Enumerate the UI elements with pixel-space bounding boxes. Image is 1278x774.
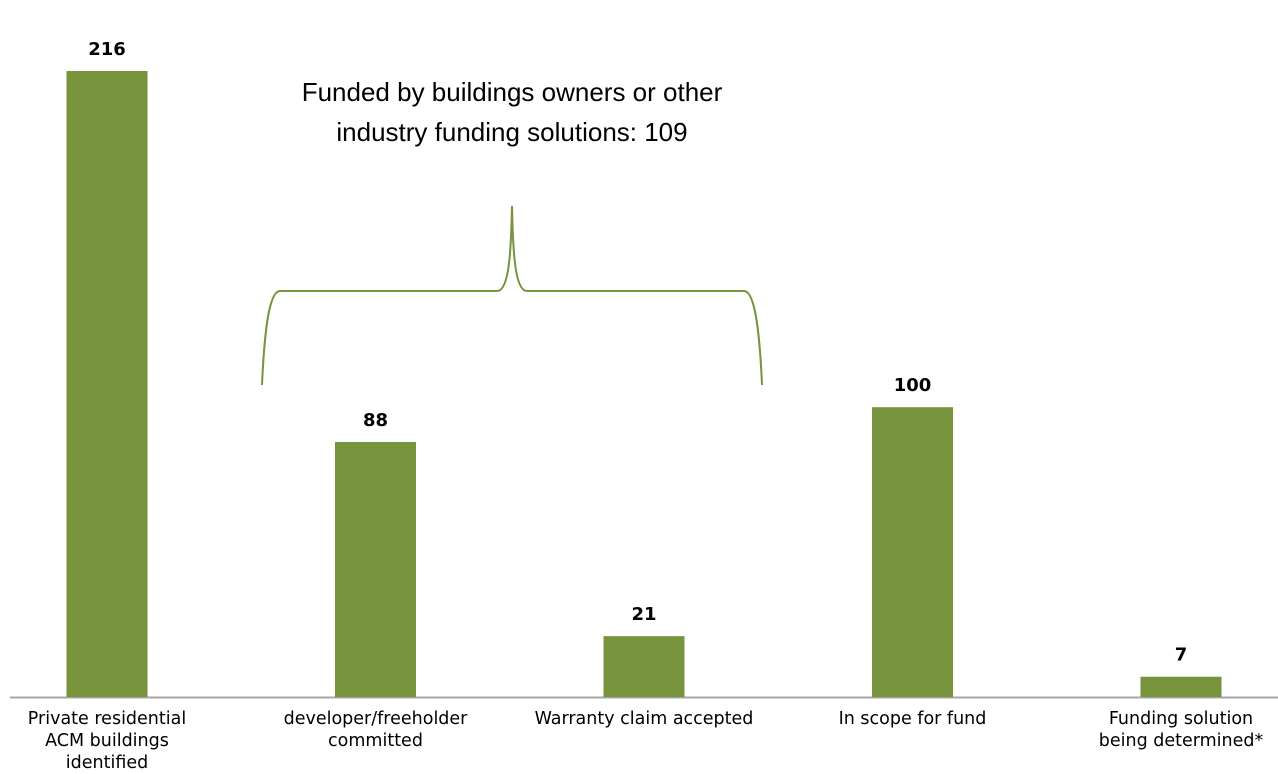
x-tick-label: Warranty claim accepted — [534, 709, 754, 729]
bar — [1140, 676, 1222, 697]
value-label: 21 — [631, 604, 656, 625]
x-tick-label: Funding solution being determined* — [1098, 709, 1264, 751]
value-label: 100 — [894, 375, 932, 396]
x-tick-label: In scope for fund — [838, 709, 987, 729]
value-label: 7 — [1175, 645, 1188, 666]
bar — [335, 441, 416, 697]
value-label: 88 — [363, 410, 388, 431]
value-label: 216 — [88, 39, 126, 60]
brace — [261, 205, 763, 386]
x-tick-label: developer/freeholder committed — [283, 709, 468, 751]
x-tick-label: Private residential ACM buildings identi… — [27, 709, 187, 773]
bar — [66, 71, 148, 697]
annotation: Funded by buildings owners or other indu… — [301, 77, 723, 147]
bar — [603, 636, 685, 697]
bar — [872, 407, 953, 697]
